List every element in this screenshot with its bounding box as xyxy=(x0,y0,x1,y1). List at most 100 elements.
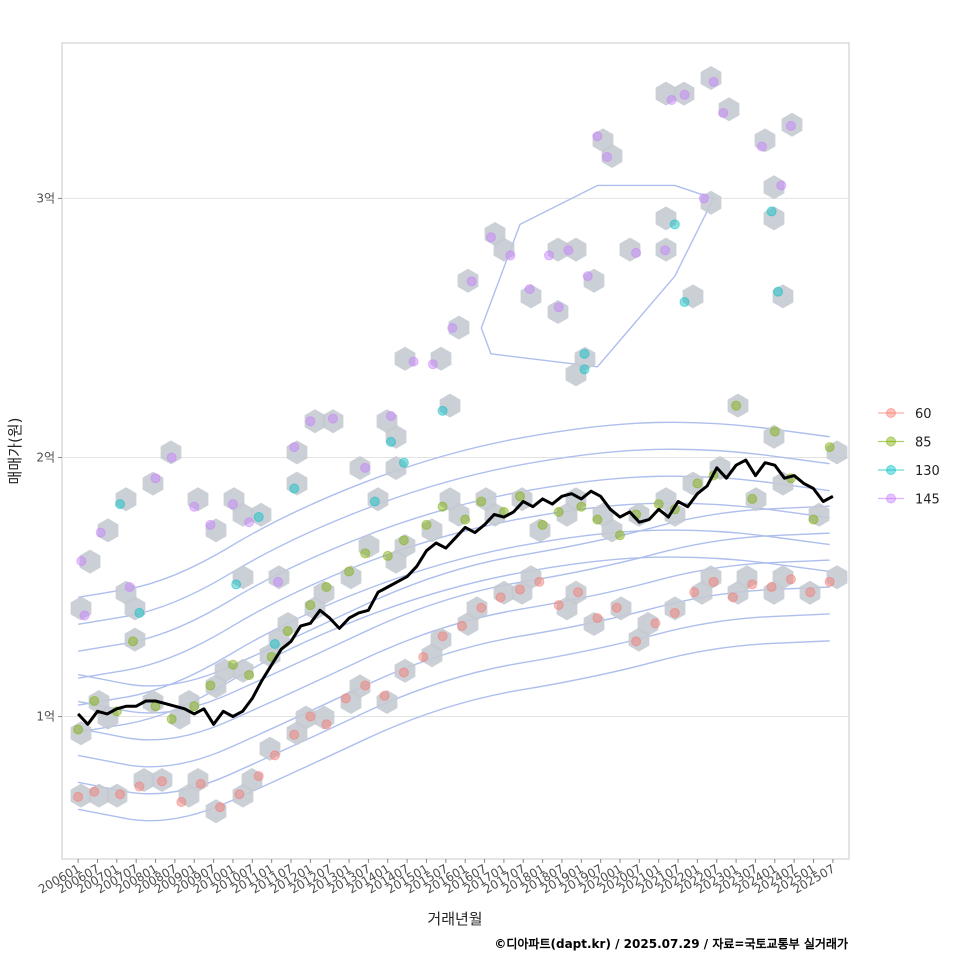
data-point xyxy=(544,250,555,261)
hexbin-cell xyxy=(187,487,209,512)
data-point xyxy=(689,587,700,598)
hexbin-cell xyxy=(682,284,704,309)
hexbin-cell xyxy=(655,206,677,231)
hexbin-cell xyxy=(349,456,371,480)
median-line xyxy=(77,458,834,726)
hexbin-cell xyxy=(781,112,803,137)
data-point xyxy=(573,587,584,598)
hexbin-cell xyxy=(259,736,281,761)
data-point xyxy=(134,607,145,618)
hexbin-cell xyxy=(457,268,479,293)
hexbin-cell xyxy=(115,580,137,605)
hexbin-cell xyxy=(718,97,740,122)
hexbin-cell xyxy=(376,690,398,714)
data-point xyxy=(76,556,87,567)
data-point xyxy=(253,512,264,523)
data-point xyxy=(747,579,758,590)
hexbin-cell xyxy=(700,565,722,590)
hexbin-cell xyxy=(430,346,452,371)
density-contour xyxy=(77,613,830,795)
data-point xyxy=(460,514,471,525)
data-point xyxy=(515,491,526,502)
series-60 xyxy=(73,574,835,813)
data-point xyxy=(289,729,300,740)
density-contour xyxy=(77,640,830,822)
data-point xyxy=(321,719,332,730)
data-point xyxy=(582,271,593,282)
legend-label: 145 xyxy=(915,493,940,508)
data-point xyxy=(515,584,526,595)
x-axis: 2006012006072007012007072008012008072009… xyxy=(36,859,837,897)
data-point xyxy=(505,250,516,261)
series-145 xyxy=(76,76,796,621)
hexbin-cell xyxy=(349,674,371,699)
data-point xyxy=(305,600,316,611)
hexbin-cell xyxy=(673,81,695,106)
data-point xyxy=(156,776,167,787)
density-contour xyxy=(77,559,830,741)
data-point xyxy=(524,284,535,295)
hexbin-cell xyxy=(214,658,236,683)
y-tick-label: 2억 xyxy=(36,450,55,464)
data-point xyxy=(124,582,135,592)
data-point xyxy=(305,711,316,722)
data-point xyxy=(611,602,622,613)
legend-label: 130 xyxy=(915,464,940,479)
data-point xyxy=(727,592,738,603)
data-point xyxy=(282,626,293,637)
hexbin-cell xyxy=(79,549,101,574)
data-point xyxy=(418,651,429,662)
data-point xyxy=(579,364,590,375)
data-point xyxy=(382,550,393,561)
legend-key-point xyxy=(886,436,896,447)
data-point xyxy=(289,442,300,453)
y-tick-label: 1억 xyxy=(36,710,55,724)
hexbin-cell xyxy=(529,518,551,543)
data-point xyxy=(73,791,84,802)
hexbin-cell xyxy=(565,362,587,387)
hexbin-cell xyxy=(565,580,587,605)
data-point xyxy=(379,690,390,701)
hexbin-cell xyxy=(637,612,659,636)
data-point xyxy=(485,232,496,243)
data-point xyxy=(189,501,200,512)
data-point xyxy=(718,107,729,118)
median-line-layer xyxy=(77,458,834,726)
data-point xyxy=(360,548,371,559)
data-point xyxy=(437,405,448,416)
data-point xyxy=(227,499,238,510)
data-point xyxy=(427,359,438,370)
data-point xyxy=(602,151,613,162)
data-point xyxy=(89,786,100,797)
data-point xyxy=(773,286,784,297)
legend-label: 85 xyxy=(915,436,932,451)
hexbin-cell xyxy=(376,409,398,434)
data-point xyxy=(708,576,719,587)
data-point xyxy=(269,750,280,761)
hexbin-cell xyxy=(205,518,227,543)
data-point xyxy=(579,348,590,359)
density-contour xyxy=(78,448,830,625)
hexbin-cell xyxy=(70,596,92,621)
hexbin-cell xyxy=(394,658,416,683)
data-point xyxy=(576,501,587,512)
hexbin-cell xyxy=(520,565,542,590)
credit-caption: ©디아파트(dapt.kr) / 2025.07.29 / 자료=국토교통부 실… xyxy=(494,936,848,951)
hexbin-cell xyxy=(322,409,344,434)
hexbin-cell xyxy=(358,534,380,558)
hexbin-cell xyxy=(745,487,767,512)
data-point xyxy=(666,94,677,105)
data-point xyxy=(708,76,719,87)
hexbin-cell xyxy=(655,237,677,262)
density-contour xyxy=(78,475,830,652)
data-point xyxy=(205,680,216,691)
data-point xyxy=(321,582,332,592)
data-point xyxy=(244,670,255,681)
hexbin-cell xyxy=(133,768,155,792)
data-point xyxy=(150,473,161,484)
y-axis-title: 매매가(원) xyxy=(6,418,24,485)
hexbin-cell xyxy=(142,471,164,496)
hexbin-cell xyxy=(340,565,362,590)
data-point xyxy=(289,483,300,494)
series-130 xyxy=(115,206,784,649)
